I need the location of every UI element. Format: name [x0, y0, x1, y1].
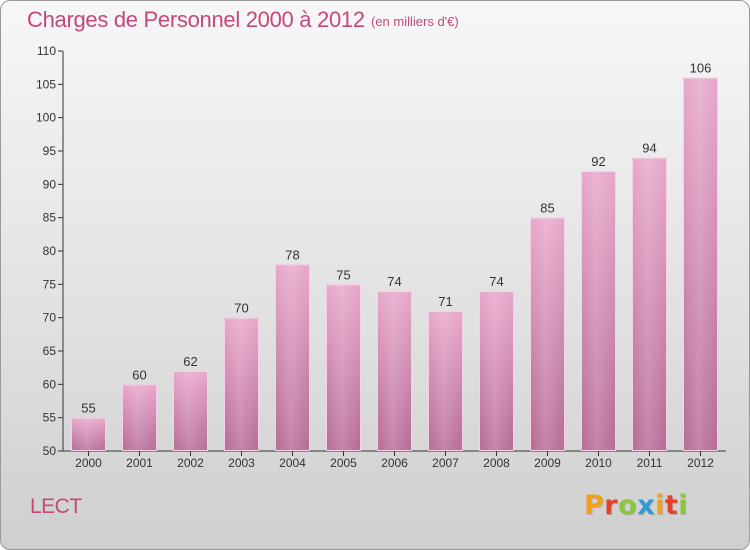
y-tick-label: 90: [43, 177, 57, 191]
x-tick-label: 2002: [177, 456, 204, 470]
bar-highlight: [326, 284, 361, 451]
data-label: 62: [183, 354, 197, 369]
logo-letter: r: [604, 490, 619, 521]
data-label: 74: [387, 274, 401, 289]
x-tick-label: 2010: [585, 456, 612, 470]
y-tick-label: 105: [36, 77, 56, 91]
commune-name: LECT: [30, 495, 82, 518]
bar-highlight: [479, 291, 514, 451]
y-tick-label: 70: [43, 311, 57, 325]
bar-highlight: [428, 311, 463, 451]
bar-outline: [632, 157, 667, 452]
x-tick-label: 2011: [637, 456, 663, 470]
logo-letter: t: [664, 490, 679, 521]
x-tick-label: 2009: [534, 456, 561, 470]
y-tick-label: 60: [43, 377, 57, 391]
bar-outline: [275, 264, 310, 452]
data-label: 60: [132, 367, 146, 382]
bar-outline: [530, 217, 565, 451]
data-label: 70: [234, 301, 248, 316]
data-label: 78: [285, 247, 299, 262]
x-tick-label: 2004: [279, 456, 306, 470]
y-tick-label: 75: [43, 277, 57, 291]
data-label: 55: [81, 401, 95, 416]
proxiti-logo: Proxiti: [584, 490, 688, 521]
bar-highlight: [122, 384, 157, 451]
bar-outline: [326, 284, 361, 452]
logo-letter: i: [678, 490, 689, 521]
x-tick-label: 2003: [228, 456, 255, 470]
x-tick-label: 2006: [381, 456, 408, 470]
bar-highlight: [377, 291, 412, 451]
y-tick-label: 65: [43, 344, 57, 358]
data-label: 92: [591, 154, 605, 169]
y-tick-label: 55: [43, 411, 57, 425]
bar-outline: [173, 371, 208, 451]
bar-outline: [377, 291, 412, 451]
bar-highlight: [224, 317, 259, 451]
y-tick-label: 100: [36, 111, 56, 125]
logo-letter: o: [618, 490, 638, 521]
x-tick-label: 2008: [483, 456, 510, 470]
data-label: 74: [489, 274, 503, 289]
data-label: 94: [642, 141, 656, 156]
data-label: 85: [540, 201, 554, 216]
bar-highlight: [275, 264, 310, 451]
bar-outline: [71, 417, 106, 451]
logo-letter: x: [637, 490, 656, 521]
x-tick-label: 2007: [432, 456, 459, 470]
bar-highlight: [530, 217, 565, 451]
x-tick-label: 2005: [330, 456, 357, 470]
bar-outline: [581, 171, 616, 451]
data-label: 71: [438, 294, 452, 309]
axes: 50 55 60 65 70 75 80 85 90 95 100 105 110: [36, 44, 726, 458]
data-label: 75: [336, 267, 350, 282]
chart-title: Charges de Personnel 2000 à 2012: [27, 7, 365, 32]
x-tick-label: 2000: [75, 456, 102, 470]
y-tick-label: 95: [43, 144, 57, 158]
bar-highlight: [581, 171, 616, 451]
bar-highlight: [683, 77, 718, 452]
x-tick-label: 2001: [126, 456, 153, 470]
chart-subtitle: (en milliers d'€): [371, 14, 459, 29]
data-labels: 2000 55 2001 60 2002 62 2003 70 2004 78 2005 75 2006…: [75, 61, 714, 470]
data-label: 106: [690, 61, 712, 76]
bar-highlight: [173, 371, 208, 451]
bars: [71, 77, 718, 452]
y-tick-label: 110: [37, 44, 56, 58]
bar-outline: [428, 311, 463, 451]
y-tick-label: 85: [43, 211, 57, 225]
bar-outline: [479, 291, 514, 451]
x-tick-label: 2012: [687, 456, 714, 470]
logo-letter: P: [584, 490, 605, 521]
bar-outline: [224, 317, 259, 451]
bar-highlight: [632, 157, 667, 451]
y-tick-label: 50: [43, 444, 57, 458]
logo-letter: i: [655, 490, 665, 521]
y-tick-label: 80: [43, 244, 57, 258]
bar-highlight: [71, 417, 106, 451]
bar-outline: [683, 77, 718, 452]
bar-outline: [122, 384, 157, 452]
